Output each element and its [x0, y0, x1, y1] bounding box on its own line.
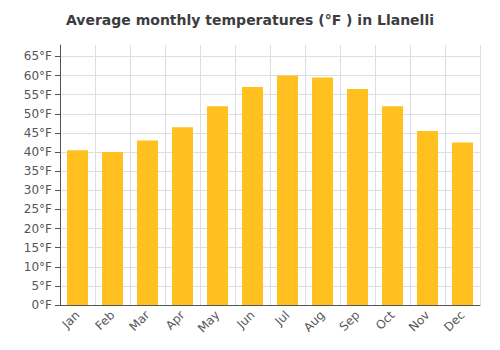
svg-text:25°F: 25°F [24, 202, 52, 216]
svg-text:60°F: 60°F [24, 69, 52, 83]
svg-text:45°F: 45°F [24, 126, 52, 140]
svg-text:0°F: 0°F [31, 298, 52, 312]
svg-text:30°F: 30°F [24, 183, 52, 197]
svg-text:Oct: Oct [373, 308, 398, 333]
svg-text:65°F: 65°F [24, 49, 52, 63]
svg-text:Aug: Aug [301, 308, 327, 334]
svg-text:Jul: Jul [272, 308, 293, 329]
svg-text:10°F: 10°F [24, 260, 52, 274]
svg-text:20°F: 20°F [24, 222, 52, 236]
svg-text:Nov: Nov [406, 308, 432, 334]
svg-text:5°F: 5°F [31, 279, 52, 293]
svg-text:55°F: 55°F [24, 88, 52, 102]
svg-text:Apr: Apr [163, 308, 188, 333]
svg-text:15°F: 15°F [24, 241, 52, 255]
svg-text:Mar: Mar [127, 308, 153, 334]
svg-text:Sep: Sep [337, 308, 363, 334]
svg-text:Average monthly temperatures (: Average monthly temperatures (°F ) in Ll… [66, 12, 434, 28]
svg-text:Jun: Jun [234, 308, 258, 332]
svg-text:Feb: Feb [93, 308, 118, 333]
svg-text:May: May [195, 308, 222, 335]
svg-text:Dec: Dec [441, 308, 467, 334]
svg-text:40°F: 40°F [24, 145, 52, 159]
svg-text:50°F: 50°F [24, 107, 52, 121]
svg-text:Jan: Jan [59, 308, 83, 332]
svg-text:35°F: 35°F [24, 164, 52, 178]
